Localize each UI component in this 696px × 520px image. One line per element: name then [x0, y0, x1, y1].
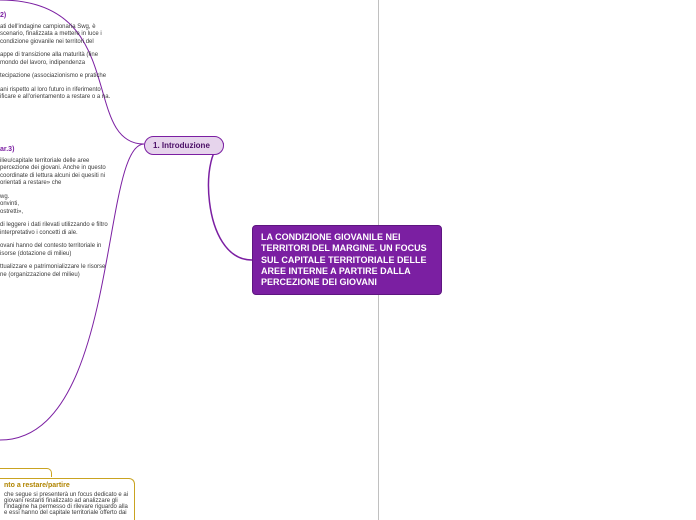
note-text: ani rispetto al loro futuro in riferimen… [0, 87, 112, 102]
note-text: che segue si presenterà un focus dedicat… [4, 492, 130, 516]
collapsed-node-stub[interactable] [0, 468, 52, 477]
note-text: wg. onvinti, ostretti», [0, 194, 112, 217]
note-block-par3: ar.3) ilieu/capitale territoriale delle … [0, 146, 112, 279]
note-text: ovani hanno del contesto territoriale in… [0, 243, 112, 258]
note-text: ilieu/capitale territoriale delle aree p… [0, 158, 112, 188]
note-block-par2: 2) ati dell'indagine campionaria Swg, è … [0, 12, 112, 102]
note-header: nto a restare/partire [4, 482, 130, 489]
note-text: di leggere i dati rilevati utilizzando e… [0, 222, 112, 237]
note-header: ar.3) [0, 146, 112, 155]
note-block-restare-partire: nto a restare/partire che segue si prese… [0, 478, 135, 520]
node-label: 1. Introduzione [153, 141, 210, 150]
note-text: tecipazione (associazionismo e pratiche [0, 73, 112, 81]
root-label: LA CONDIZIONE GIOVANILE NEI TERRITORI DE… [261, 232, 427, 287]
note-text: appe di transizione alla maturità (fine … [0, 52, 112, 67]
note-header: 2) [0, 12, 112, 21]
root-node[interactable]: LA CONDIZIONE GIOVANILE NEI TERRITORI DE… [252, 225, 442, 295]
node-introduzione[interactable]: 1. Introduzione [144, 136, 224, 155]
note-text: ttualizzare e patrimonializzare le risor… [0, 264, 112, 279]
note-text: ati dell'indagine campionaria Swg, è sce… [0, 24, 112, 47]
